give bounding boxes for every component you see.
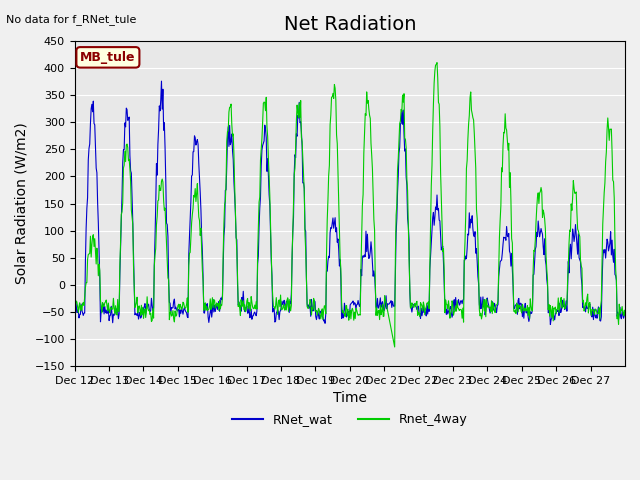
Rnet_4way: [621, 312, 629, 318]
Legend: RNet_wat, Rnet_4way: RNet_wat, Rnet_4way: [227, 408, 473, 431]
RNet_wat: [285, 310, 293, 315]
Rnet_4way: [136, 303, 143, 309]
Rnet_4way: [285, 309, 292, 314]
RNet_wat: [71, 305, 79, 311]
RNet_wat: [264, 172, 272, 178]
RNet_wat: [237, 308, 245, 314]
Line: Rnet_4way: Rnet_4way: [75, 62, 625, 347]
Line: RNet_wat: RNet_wat: [75, 81, 625, 324]
RNet_wat: [407, 305, 415, 311]
Rnet_4way: [433, 60, 441, 65]
X-axis label: Time: Time: [333, 391, 367, 405]
RNet_wat: [136, 312, 143, 318]
Title: Net Radiation: Net Radiation: [284, 15, 416, 34]
Rnet_4way: [407, 305, 415, 311]
Rnet_4way: [237, 312, 244, 318]
Rnet_4way: [391, 344, 399, 350]
RNet_wat: [438, 245, 446, 251]
RNet_wat: [547, 322, 554, 327]
Text: MB_tule: MB_tule: [80, 51, 136, 64]
RNet_wat: [621, 308, 629, 313]
Rnet_4way: [439, 249, 447, 254]
Y-axis label: Solar Radiation (W/m2): Solar Radiation (W/m2): [15, 123, 29, 284]
RNet_wat: [157, 78, 165, 84]
Text: No data for f_RNet_tule: No data for f_RNet_tule: [6, 14, 137, 25]
Rnet_4way: [264, 134, 271, 140]
Rnet_4way: [71, 295, 79, 300]
